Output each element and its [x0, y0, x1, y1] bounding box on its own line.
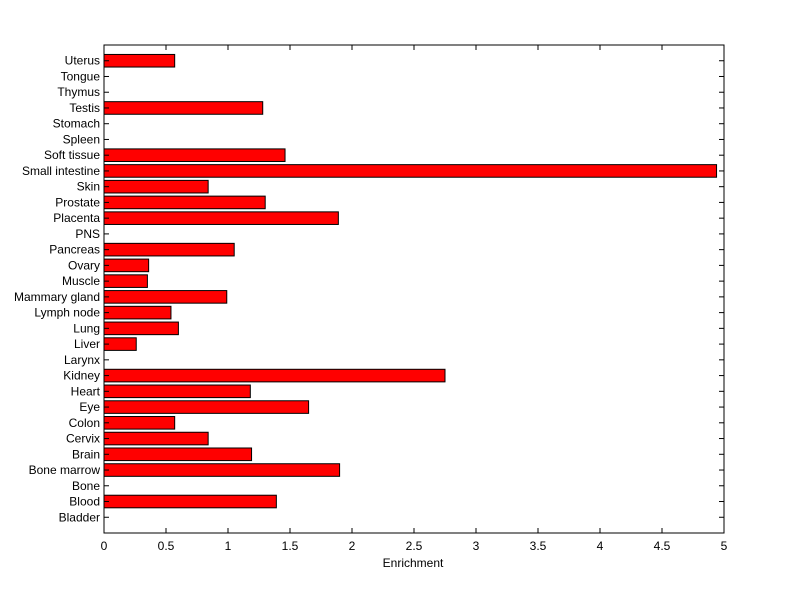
x-tick-label: 5	[721, 539, 728, 553]
bar-placenta	[103, 211, 339, 225]
y-tick-label: Bone	[72, 479, 100, 493]
bar-lymph-node	[103, 305, 172, 320]
y-tick-label: Bone marrow	[29, 463, 101, 477]
bar-prostate	[103, 195, 266, 210]
y-tick-label: Blood	[69, 495, 100, 509]
x-tick-label: 3	[473, 539, 480, 553]
y-tick-label: Eye	[79, 400, 100, 414]
bar-eye	[103, 400, 310, 414]
y-tick-label: Stomach	[53, 117, 100, 131]
y-tick-label: Uterus	[65, 54, 100, 68]
y-tick-label: Skin	[77, 180, 100, 194]
y-tick-label: Pancreas	[49, 243, 100, 257]
y-tick-label: Larynx	[64, 353, 100, 367]
x-tick-label: 4	[597, 539, 604, 553]
y-tick-label: Liver	[74, 337, 100, 351]
bar-testis	[103, 101, 264, 115]
y-tick-label: Mammary gland	[14, 290, 100, 304]
x-tick-label: 1	[225, 539, 232, 553]
bar-mammary-gland	[103, 290, 228, 304]
bar-lung	[103, 321, 179, 336]
bar-blood	[103, 494, 277, 509]
y-tick-label: Ovary	[68, 258, 100, 272]
bar-muscle	[103, 274, 148, 288]
y-tick-label: Kidney	[63, 369, 100, 383]
bar-kidney	[103, 368, 446, 383]
x-tick-label: 3.5	[530, 539, 547, 553]
x-tick-label: 4.5	[654, 539, 671, 553]
y-tick-label: Prostate	[55, 195, 100, 209]
x-tick-label: 0.5	[158, 539, 175, 553]
bar-cervix	[103, 431, 209, 446]
y-tick-label: Small intestine	[22, 164, 100, 178]
y-tick-label: Spleen	[63, 132, 100, 146]
plot-frame	[103, 44, 725, 534]
y-tick-label: PNS	[75, 227, 100, 241]
bar-uterus	[103, 53, 176, 68]
y-tick-label: Testis	[69, 101, 100, 115]
bar-brain	[103, 447, 253, 462]
y-tick-label: Thymus	[57, 85, 100, 99]
y-tick-label: Soft tissue	[44, 148, 100, 162]
x-axis-tick-labels: 0 0.5 1 1.5 2 2.5 3 3.5 4 4.5 5	[101, 539, 728, 553]
y-tick-label: Cervix	[66, 432, 100, 446]
y-tick-label: Lung	[73, 321, 100, 335]
y-tick-label: Placenta	[53, 211, 100, 225]
y-tick-label: Colon	[69, 416, 100, 430]
y-tick-label: Heart	[71, 384, 101, 398]
bar-bone-marrow	[103, 463, 341, 477]
bar-heart	[103, 384, 251, 399]
y-tick-label: Bladder	[59, 510, 100, 524]
x-axis-title: Enrichment	[383, 556, 444, 570]
bar-pancreas	[103, 242, 235, 257]
bar-skin	[103, 179, 209, 194]
bar-soft-tissue	[103, 148, 286, 162]
x-tick-label: 0	[101, 539, 108, 553]
axis-ticks	[103, 45, 725, 533]
bar-small-intestine	[103, 164, 718, 178]
x-tick-label: 2	[349, 539, 356, 553]
bar-colon	[103, 416, 176, 430]
bar-ovary	[103, 258, 150, 273]
x-tick-label: 2.5	[406, 539, 423, 553]
y-tick-label: Brain	[72, 447, 100, 461]
y-tick-label: Muscle	[62, 274, 100, 288]
x-tick-label: 1.5	[282, 539, 299, 553]
y-tick-label: Lymph node	[34, 306, 100, 320]
y-tick-label: Tongue	[61, 69, 101, 83]
